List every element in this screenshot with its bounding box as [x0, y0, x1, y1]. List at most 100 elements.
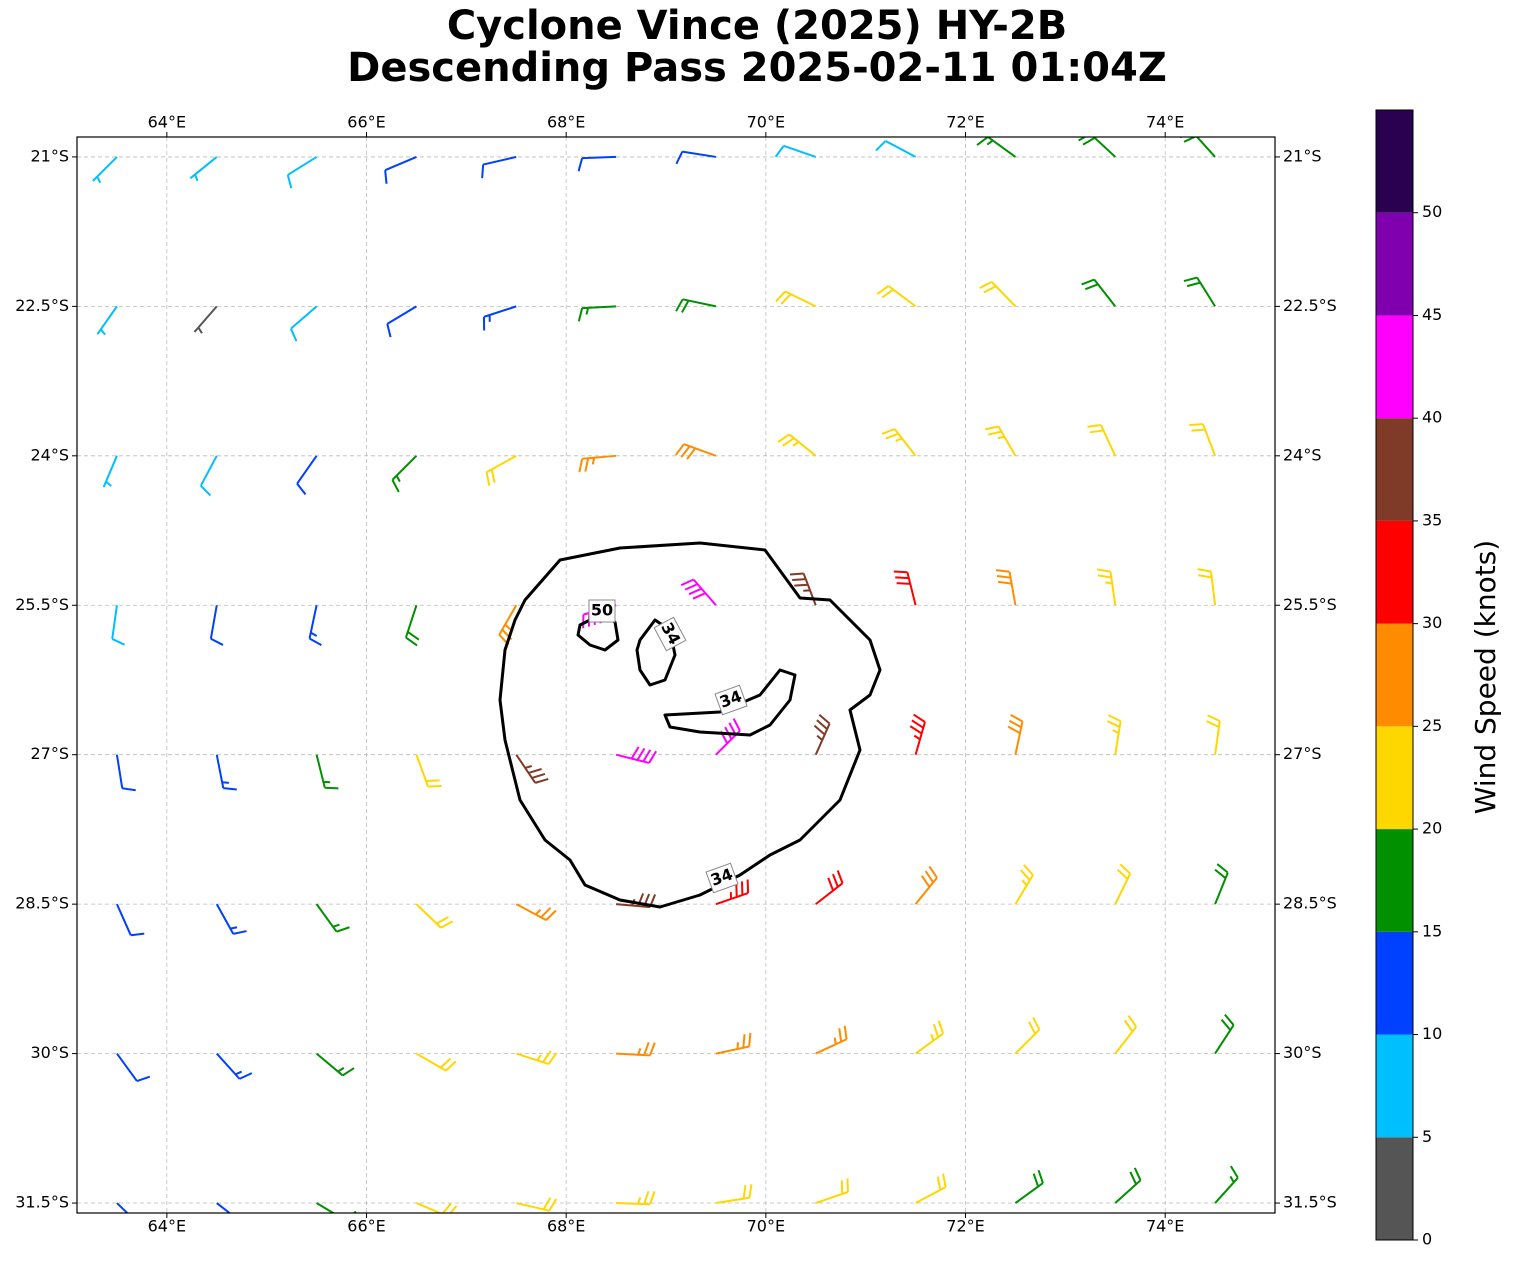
wind-barb	[1096, 568, 1117, 606]
barb-staff	[984, 425, 1017, 457]
colorbar-label: Wind Speed (knots)	[1469, 540, 1502, 814]
label-box	[714, 684, 748, 716]
colorbar-bin	[1376, 212, 1413, 316]
wind-barb	[1114, 1015, 1138, 1055]
barb-staff	[577, 305, 617, 322]
wind-barb	[915, 1173, 947, 1204]
wind-barb	[189, 156, 218, 182]
barb-staff	[415, 1052, 457, 1072]
x-tick-label: 64°E	[148, 1217, 186, 1236]
colorbar-bin	[1376, 315, 1413, 419]
barb-staff	[815, 1025, 848, 1055]
wind-barb	[815, 1025, 848, 1055]
barb-staff	[1014, 864, 1034, 905]
x-tick-label: 66°E	[347, 113, 385, 132]
wind-barb	[515, 754, 549, 784]
wind-barb	[516, 1197, 558, 1212]
barb-staff	[616, 1190, 656, 1206]
barb-staff	[715, 1184, 753, 1205]
wind-barb	[215, 754, 237, 791]
wind-barb	[482, 305, 517, 331]
barb-staff	[1179, 137, 1216, 158]
chart-title: Cyclone Vince (2025) HY-2B	[447, 3, 1067, 49]
barb-staff	[774, 144, 817, 158]
y-tick-label: 22.5°S	[1283, 296, 1337, 315]
colorbar-tick-label: 45	[1422, 305, 1442, 324]
barb-staff	[815, 870, 844, 905]
barb-staff	[615, 746, 657, 764]
barb-staff	[415, 903, 454, 929]
barb-staff	[1114, 1015, 1138, 1055]
wind-barb	[577, 155, 617, 172]
wind-barb	[116, 1053, 151, 1083]
wind-barb	[111, 605, 125, 646]
wind-barb	[384, 156, 417, 184]
wind-barb	[415, 903, 454, 929]
chart-subtitle: Descending Pass 2025-02-11 01:04Z	[347, 45, 1167, 91]
wind-barb	[813, 713, 831, 756]
barb-staff	[498, 604, 518, 646]
barb-staff	[815, 1178, 849, 1204]
barb-staff	[775, 290, 817, 308]
y-tick-label: 30°S	[30, 1043, 69, 1062]
colorbar-tick-label: 25	[1422, 716, 1442, 735]
barb-staff	[915, 1173, 947, 1204]
wind-barb	[404, 604, 420, 647]
x-tick-label: 68°E	[547, 113, 585, 132]
y-tick-label: 27°S	[1283, 744, 1322, 763]
wind-barb	[881, 428, 917, 457]
wind-barb	[909, 713, 926, 755]
wind-barb	[116, 1202, 129, 1213]
contour-34	[498, 541, 882, 909]
colorbar-tick-label: 15	[1422, 921, 1442, 940]
wind-barb	[893, 570, 917, 606]
wind-barb	[1014, 1169, 1044, 1204]
barb-staff	[1014, 1017, 1041, 1055]
barb-staff	[391, 455, 418, 493]
wind-barb	[216, 1202, 232, 1213]
y-tick-label: 30°S	[1283, 1043, 1322, 1062]
colorbar: 0 5 10 15 20 25 30 35 40 45 50	[1375, 109, 1442, 1249]
contour-label: 34	[705, 862, 739, 894]
barb-staff	[914, 865, 938, 905]
wind-barb	[995, 569, 1017, 606]
plot-frame	[76, 136, 1276, 1214]
barb-staff	[199, 455, 218, 497]
y-tick-label: 28.5°S	[15, 894, 69, 913]
wind-barb	[1014, 864, 1034, 905]
barb-staff	[1096, 568, 1117, 606]
colorbar-tick-label: 5	[1422, 1127, 1432, 1146]
wind-barb	[1087, 424, 1117, 457]
barb-staff	[216, 1202, 232, 1213]
wind-barb	[774, 144, 817, 158]
barb-staff	[215, 754, 237, 791]
y-tick-label: 21°S	[1283, 146, 1322, 165]
x-tick-label: 70°E	[747, 1217, 785, 1236]
colorbar-bin	[1376, 418, 1413, 521]
barb-staff	[1214, 863, 1229, 905]
y-tick-label: 31.5°S	[15, 1193, 69, 1212]
colorbar-tick-label: 50	[1422, 202, 1442, 221]
barb-staff	[315, 1052, 355, 1077]
barb-staff	[515, 1050, 558, 1066]
wind-barb	[578, 454, 617, 473]
contour-label: 34	[714, 684, 748, 716]
barb-staff	[1206, 714, 1221, 755]
barb-staff	[1183, 276, 1216, 307]
wind-barb	[1206, 714, 1221, 755]
label-box	[588, 599, 616, 623]
wind-barb	[680, 578, 717, 606]
y-tick-label: 21°S	[30, 146, 69, 165]
label-box	[653, 616, 687, 652]
wind-barb	[876, 285, 917, 308]
wind-barb	[215, 903, 247, 935]
barb-staff	[116, 1053, 151, 1083]
wind-barb	[315, 754, 339, 790]
colorbar-bin	[1376, 110, 1413, 213]
wind-barb	[199, 455, 218, 497]
wind-barb	[415, 1052, 457, 1072]
wind-barb	[290, 305, 318, 342]
wind-barb	[315, 1052, 355, 1077]
barb-staff	[893, 570, 917, 606]
barb-staff	[102, 455, 118, 488]
